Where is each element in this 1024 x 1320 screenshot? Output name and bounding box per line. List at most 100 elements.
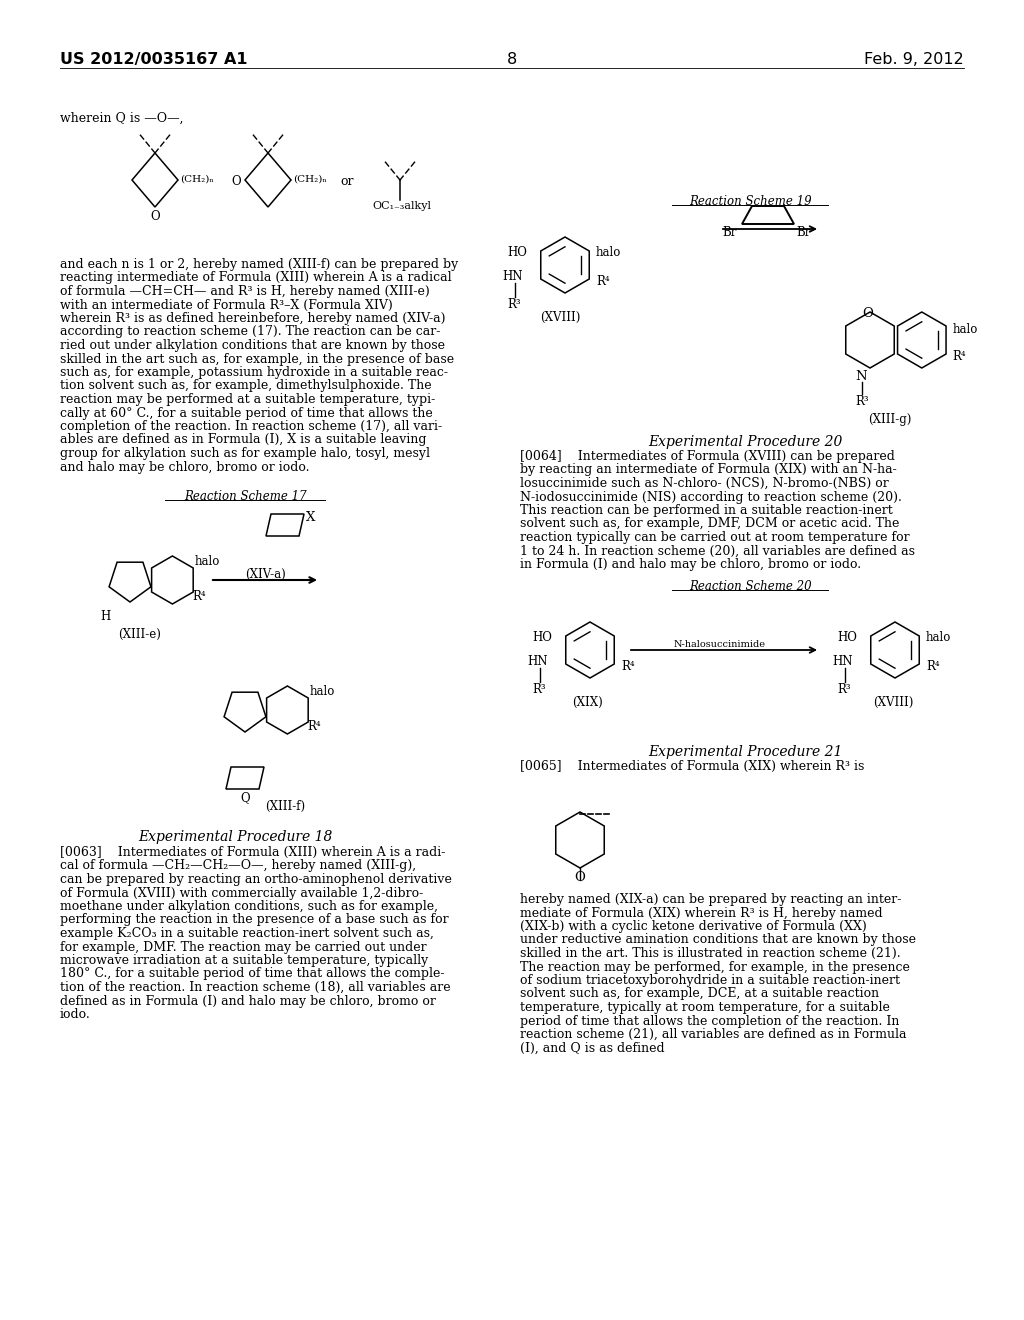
Text: Reaction Scheme 19: Reaction Scheme 19 <box>689 195 811 209</box>
Text: HN: HN <box>502 271 522 282</box>
Text: skilled in the art. This is illustrated in reaction scheme (21).: skilled in the art. This is illustrated … <box>520 946 901 960</box>
Text: Feb. 9, 2012: Feb. 9, 2012 <box>864 51 964 67</box>
Text: N-halosuccinimide: N-halosuccinimide <box>674 640 766 649</box>
Text: (XIX): (XIX) <box>572 696 603 709</box>
Text: (XVIII): (XVIII) <box>540 312 581 323</box>
Text: R³: R³ <box>507 298 520 312</box>
Text: O: O <box>862 308 872 319</box>
Text: in Formula (I) and halo may be chloro, bromo or iodo.: in Formula (I) and halo may be chloro, b… <box>520 558 861 572</box>
Text: HO: HO <box>507 246 527 259</box>
Text: microwave irradiation at a suitable temperature, typically: microwave irradiation at a suitable temp… <box>60 954 428 968</box>
Text: R⁴: R⁴ <box>621 660 635 673</box>
Text: HO: HO <box>837 631 857 644</box>
Text: losuccinimide such as N-chloro- (NCS), N-bromo-(NBS) or: losuccinimide such as N-chloro- (NCS), N… <box>520 477 889 490</box>
Text: such as, for example, potassium hydroxide in a suitable reac-: such as, for example, potassium hydroxid… <box>60 366 449 379</box>
Text: Q: Q <box>240 791 250 804</box>
Text: reacting intermediate of Formula (XIII) wherein A is a radical: reacting intermediate of Formula (XIII) … <box>60 272 452 285</box>
Text: (XVIII): (XVIII) <box>873 696 913 709</box>
Text: reaction scheme (21), all variables are defined as in Formula: reaction scheme (21), all variables are … <box>520 1028 906 1041</box>
Text: Reaction Scheme 20: Reaction Scheme 20 <box>689 579 811 593</box>
Text: reaction typically can be carried out at room temperature for: reaction typically can be carried out at… <box>520 531 909 544</box>
Text: for example, DMF. The reaction may be carried out under: for example, DMF. The reaction may be ca… <box>60 940 427 953</box>
Text: according to reaction scheme (17). The reaction can be car-: according to reaction scheme (17). The r… <box>60 326 440 338</box>
Text: (XIV-a): (XIV-a) <box>245 568 286 581</box>
Text: (XIII-f): (XIII-f) <box>265 800 305 813</box>
Text: halo: halo <box>952 323 978 337</box>
Text: cal of formula —CH₂—CH₂—O—, hereby named (XIII-g),: cal of formula —CH₂—CH₂—O—, hereby named… <box>60 859 416 873</box>
Text: The reaction may be performed, for example, in the presence: The reaction may be performed, for examp… <box>520 961 910 974</box>
Text: Br: Br <box>796 226 810 239</box>
Text: X: X <box>306 511 315 524</box>
Text: H: H <box>100 610 111 623</box>
Text: reaction may be performed at a suitable temperature, typi-: reaction may be performed at a suitable … <box>60 393 435 407</box>
Text: performing the reaction in the presence of a base such as for: performing the reaction in the presence … <box>60 913 449 927</box>
Text: solvent such as, for example, DMF, DCM or acetic acid. The: solvent such as, for example, DMF, DCM o… <box>520 517 899 531</box>
Text: ried out under alkylation conditions that are known by those: ried out under alkylation conditions tha… <box>60 339 445 352</box>
Text: (I), and Q is as defined: (I), and Q is as defined <box>520 1041 665 1055</box>
Text: 8: 8 <box>507 51 517 67</box>
Text: R³: R³ <box>855 395 868 408</box>
Text: halo: halo <box>596 246 622 259</box>
Text: (XIX-b) with a cyclic ketone derivative of Formula (XX): (XIX-b) with a cyclic ketone derivative … <box>520 920 866 933</box>
Text: with an intermediate of Formula R³–X (Formula XIV): with an intermediate of Formula R³–X (Fo… <box>60 298 393 312</box>
Text: (XIII-g): (XIII-g) <box>868 413 911 426</box>
Text: of sodium triacetoxyborohydride in a suitable reaction-inert: of sodium triacetoxyborohydride in a sui… <box>520 974 900 987</box>
Text: cally at 60° C., for a suitable period of time that allows the: cally at 60° C., for a suitable period o… <box>60 407 433 420</box>
Text: R³: R³ <box>837 682 851 696</box>
Text: O: O <box>231 176 241 187</box>
Text: of formula —CH=CH— and R³ is H, hereby named (XIII-e): of formula —CH=CH— and R³ is H, hereby n… <box>60 285 430 298</box>
Text: Experimental Procedure 20: Experimental Procedure 20 <box>648 436 842 449</box>
Text: R⁴: R⁴ <box>596 275 609 288</box>
Text: tion solvent such as, for example, dimethylsulphoxide. The: tion solvent such as, for example, dimet… <box>60 380 432 392</box>
Text: period of time that allows the completion of the reaction. In: period of time that allows the completio… <box>520 1015 899 1027</box>
Text: HO: HO <box>532 631 552 644</box>
Text: group for alkylation such as for example halo, tosyl, mesyl: group for alkylation such as for example… <box>60 447 430 459</box>
Text: wherein R³ is as defined hereinbefore, hereby named (XIV-a): wherein R³ is as defined hereinbefore, h… <box>60 312 445 325</box>
Text: HN: HN <box>831 655 853 668</box>
Text: O: O <box>150 210 160 223</box>
Text: ables are defined as in Formula (I), X is a suitable leaving: ables are defined as in Formula (I), X i… <box>60 433 427 446</box>
Text: by reacting an intermediate of Formula (XIX) with an N-ha-: by reacting an intermediate of Formula (… <box>520 463 897 477</box>
Text: [0064]    Intermediates of Formula (XVIII) can be prepared: [0064] Intermediates of Formula (XVIII) … <box>520 450 895 463</box>
Text: Br: Br <box>722 226 736 239</box>
Text: completion of the reaction. In reaction scheme (17), all vari-: completion of the reaction. In reaction … <box>60 420 442 433</box>
Text: hereby named (XIX-a) can be prepared by reacting an inter-: hereby named (XIX-a) can be prepared by … <box>520 894 901 906</box>
Text: R⁴: R⁴ <box>193 590 206 603</box>
Text: solvent such as, for example, DCE, at a suitable reaction: solvent such as, for example, DCE, at a … <box>520 987 880 1001</box>
Text: This reaction can be performed in a suitable reaction-inert: This reaction can be performed in a suit… <box>520 504 893 517</box>
Text: HN: HN <box>527 655 548 668</box>
Text: skilled in the art such as, for example, in the presence of base: skilled in the art such as, for example,… <box>60 352 454 366</box>
Text: R³: R³ <box>532 682 546 696</box>
Text: N-iodosuccinimide (NIS) according to reaction scheme (20).: N-iodosuccinimide (NIS) according to rea… <box>520 491 902 503</box>
Text: can be prepared by reacting an ortho-aminophenol derivative: can be prepared by reacting an ortho-ami… <box>60 873 452 886</box>
Text: US 2012/0035167 A1: US 2012/0035167 A1 <box>60 51 248 67</box>
Text: or: or <box>340 176 353 187</box>
Text: N: N <box>855 370 866 383</box>
Text: halo: halo <box>926 631 951 644</box>
Text: OC₁₋₃alkyl: OC₁₋₃alkyl <box>372 201 431 211</box>
Text: defined as in Formula (I) and halo may be chloro, bromo or: defined as in Formula (I) and halo may b… <box>60 994 436 1007</box>
Text: mediate of Formula (XIX) wherein R³ is H, hereby named: mediate of Formula (XIX) wherein R³ is H… <box>520 907 883 920</box>
Text: halo: halo <box>309 685 335 698</box>
Text: moethane under alkylation conditions, such as for example,: moethane under alkylation conditions, su… <box>60 900 438 913</box>
Text: of Formula (XVIII) with commercially available 1,2-dibro-: of Formula (XVIII) with commercially ava… <box>60 887 423 899</box>
Text: and halo may be chloro, bromo or iodo.: and halo may be chloro, bromo or iodo. <box>60 461 309 474</box>
Text: halo: halo <box>195 554 220 568</box>
Text: (CH₂)ₙ: (CH₂)ₙ <box>180 176 214 183</box>
Text: R⁴: R⁴ <box>952 350 967 363</box>
Text: Reaction Scheme 17: Reaction Scheme 17 <box>183 490 306 503</box>
Text: temperature, typically at room temperature, for a suitable: temperature, typically at room temperatu… <box>520 1001 890 1014</box>
Text: Experimental Procedure 21: Experimental Procedure 21 <box>648 744 842 759</box>
Text: [0063]    Intermediates of Formula (XIII) wherein A is a radi-: [0063] Intermediates of Formula (XIII) w… <box>60 846 445 859</box>
Text: example K₂CO₃ in a suitable reaction-inert solvent such as,: example K₂CO₃ in a suitable reaction-ine… <box>60 927 434 940</box>
Text: O: O <box>574 871 585 884</box>
Text: 180° C., for a suitable period of time that allows the comple-: 180° C., for a suitable period of time t… <box>60 968 444 981</box>
Text: iodo.: iodo. <box>60 1008 91 1020</box>
Text: (XIII-e): (XIII-e) <box>119 628 162 642</box>
Text: Experimental Procedure 18: Experimental Procedure 18 <box>138 830 332 843</box>
Text: tion of the reaction. In reaction scheme (18), all variables are: tion of the reaction. In reaction scheme… <box>60 981 451 994</box>
Text: wherein Q is —O—,: wherein Q is —O—, <box>60 112 183 125</box>
Text: under reductive amination conditions that are known by those: under reductive amination conditions tha… <box>520 933 916 946</box>
Text: R⁴: R⁴ <box>307 719 322 733</box>
Text: (CH₂)ₙ: (CH₂)ₙ <box>293 176 327 183</box>
